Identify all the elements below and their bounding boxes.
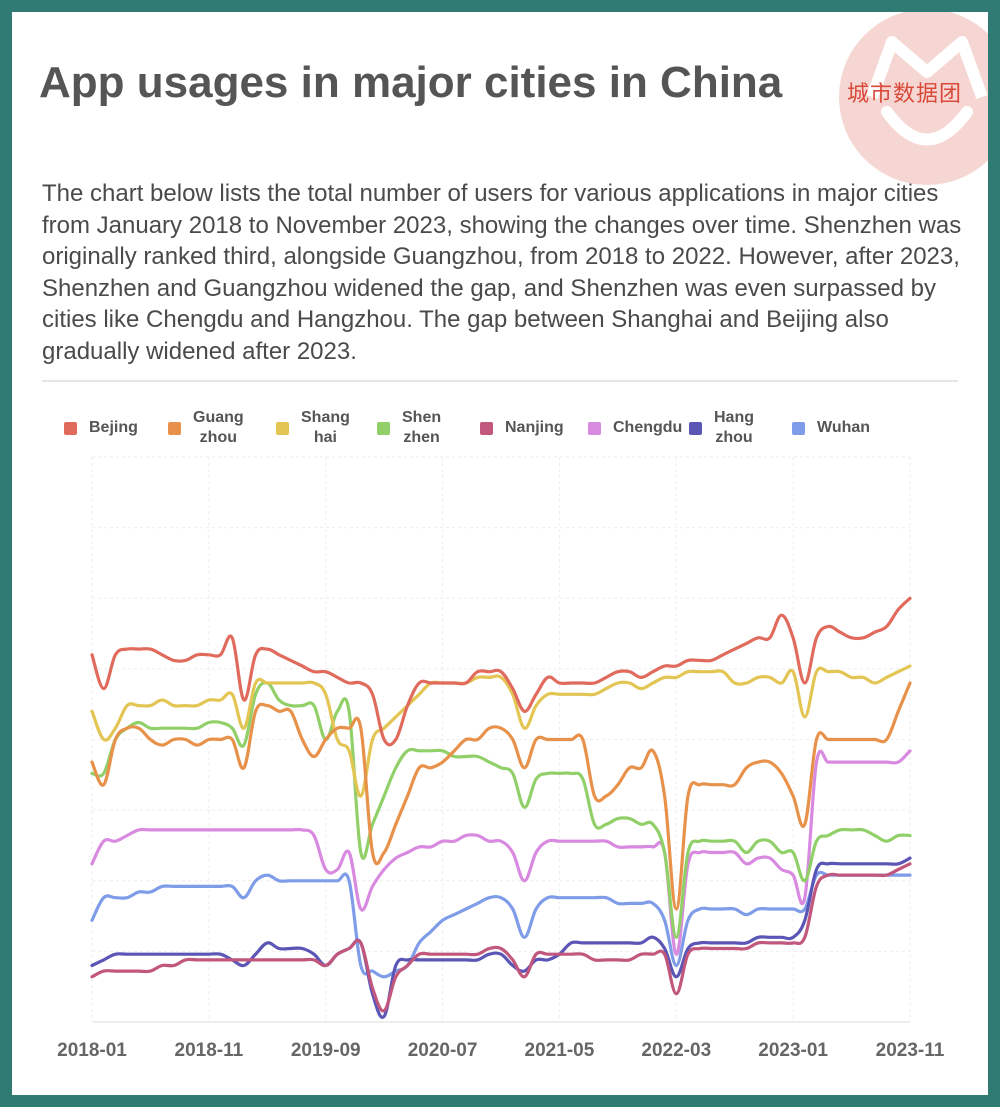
chart-card: 城市数据团 App usages in major cities in Chin… xyxy=(12,12,988,1095)
series-line-hangzhou xyxy=(90,856,912,1020)
x-tick-label: 2023-01 xyxy=(758,1040,828,1061)
x-tick-label: 2020-07 xyxy=(408,1040,478,1061)
legend-swatch xyxy=(377,421,390,435)
legend-item-guangzhou[interactable]: Guang zhou xyxy=(168,408,244,448)
series-line-shenzhen xyxy=(90,681,912,939)
legend-swatch xyxy=(480,421,493,435)
x-tick-label: 2021-05 xyxy=(525,1040,595,1061)
legend-swatch xyxy=(792,421,805,435)
chart-series-lines xyxy=(90,596,912,1020)
x-tick-label: 2022-03 xyxy=(641,1040,711,1061)
series-line-chengdu xyxy=(90,749,912,956)
x-tick-label: 2023-11 xyxy=(876,1040,945,1061)
legend-swatch xyxy=(276,421,289,435)
legend-item-bejing[interactable]: Bejing xyxy=(64,418,138,438)
legend-item-shenzhen[interactable]: Shen zhen xyxy=(377,408,441,448)
series-line-guangzhou xyxy=(90,681,912,911)
series-line-shanghai xyxy=(90,664,912,798)
logo-text: 城市数据团 xyxy=(847,82,963,107)
legend-swatch xyxy=(588,421,601,435)
line-chart: 2018-01 2018-11 2019-09 2020-07 2021-05 2022-… xyxy=(57,456,945,1061)
x-axis: 2018-01 2018-11 2019-09 2020-07 2021-05 2022-… xyxy=(57,1021,945,1061)
series-line-wuhan xyxy=(90,870,912,979)
divider xyxy=(42,380,958,382)
series-line-bejing xyxy=(90,596,912,747)
series-line-nanjing xyxy=(90,862,912,1013)
legend-item-chengdu[interactable]: Chengdu xyxy=(588,418,682,438)
legend-item-wuhan[interactable]: Wuhan xyxy=(792,418,870,438)
x-tick-label: 2019-09 xyxy=(291,1040,361,1061)
legend-item-shanghai[interactable]: Shang hai xyxy=(276,408,350,448)
x-tick-label: 2018-01 xyxy=(57,1040,127,1061)
legend-label: Shang hai xyxy=(301,409,350,446)
x-tick-label: 2018-11 xyxy=(175,1040,244,1061)
legend-label: Guang zhou xyxy=(193,409,244,446)
chart-legend: Bejing Guang zhou Shang hai Shen zhen Nanjing Ch… xyxy=(12,402,988,452)
legend-swatch xyxy=(64,421,77,435)
legend-label: Shen zhen xyxy=(402,409,442,446)
legend-label: Bejing xyxy=(89,419,138,436)
legend-item-nanjing[interactable]: Nanjing xyxy=(480,418,564,438)
legend-swatch xyxy=(689,421,702,435)
legend-item-hangzhou[interactable]: Hang zhou xyxy=(689,408,754,448)
legend-label: Chengdu xyxy=(613,419,683,436)
page-title: App usages in major cities in China xyxy=(39,58,783,107)
legend-swatch xyxy=(168,421,181,435)
chart-description: The chart below lists the total number o… xyxy=(42,180,962,365)
city-data-team-logo-icon xyxy=(839,12,988,185)
legend-label: Wuhan xyxy=(817,419,871,436)
legend-label: Nanjing xyxy=(505,419,564,436)
legend-label: Hang zhou xyxy=(714,409,754,446)
